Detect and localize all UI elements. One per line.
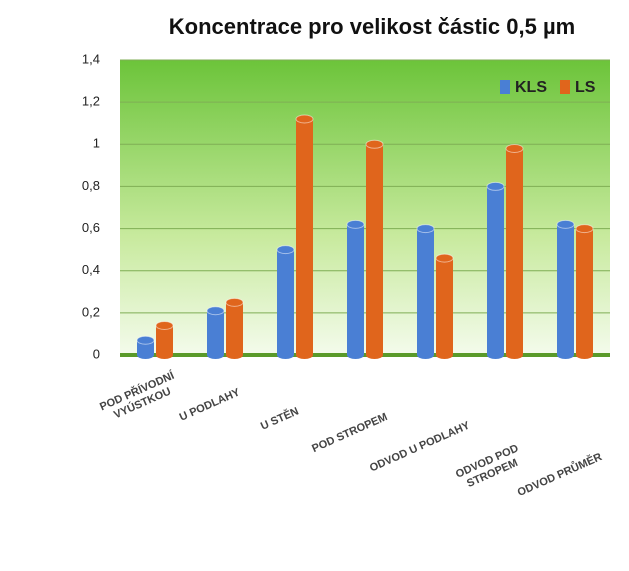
bar-top bbox=[435, 253, 454, 263]
bar-bottom bbox=[226, 351, 243, 359]
bar-top bbox=[575, 224, 594, 234]
bar bbox=[296, 119, 313, 355]
bar bbox=[417, 228, 434, 355]
bar bbox=[156, 325, 173, 355]
y-tick-label: 0,8 bbox=[82, 178, 100, 193]
bar-top bbox=[295, 114, 314, 124]
bar-top bbox=[416, 224, 435, 234]
bar bbox=[366, 144, 383, 355]
bar-top bbox=[206, 306, 225, 316]
y-tick-label: 1,2 bbox=[82, 94, 100, 109]
bar-top bbox=[365, 139, 384, 149]
y-tick-label: 0,6 bbox=[82, 220, 100, 235]
bar bbox=[436, 258, 453, 355]
bar-top bbox=[136, 335, 155, 345]
bar-top bbox=[486, 181, 505, 191]
bar bbox=[207, 310, 224, 355]
bar-bottom bbox=[557, 351, 574, 359]
chart-title: Koncentrace pro velikost částic 0,5 µm bbox=[169, 14, 575, 39]
bar bbox=[487, 186, 504, 355]
bar bbox=[576, 228, 593, 355]
bar-top bbox=[276, 245, 295, 255]
y-tick-label: 0,4 bbox=[82, 262, 100, 277]
legend-label: LS bbox=[575, 79, 596, 96]
y-tick-label: 0 bbox=[93, 346, 100, 361]
y-tick-label: 1,4 bbox=[82, 51, 100, 66]
bar-bottom bbox=[417, 351, 434, 359]
bar-top bbox=[155, 321, 174, 330]
bar bbox=[557, 224, 574, 355]
bar-bottom bbox=[347, 351, 364, 359]
bar-bottom bbox=[436, 351, 453, 359]
bar-bottom bbox=[487, 351, 504, 359]
bar bbox=[226, 302, 243, 355]
bar-top bbox=[505, 144, 524, 153]
bar-bottom bbox=[137, 351, 154, 359]
bar-bottom bbox=[366, 351, 383, 359]
bar bbox=[506, 148, 523, 355]
legend-label: KLS bbox=[515, 79, 547, 96]
bar-top bbox=[556, 219, 575, 229]
y-tick-label: 0,2 bbox=[82, 304, 100, 319]
bar-top bbox=[346, 219, 365, 229]
bar bbox=[277, 249, 294, 355]
legend-swatch bbox=[560, 80, 570, 94]
bar-bottom bbox=[277, 351, 294, 359]
bar-bottom bbox=[207, 351, 224, 359]
plot-background bbox=[120, 60, 610, 355]
bar bbox=[347, 224, 364, 355]
bar-bottom bbox=[506, 351, 523, 359]
bar-bottom bbox=[156, 351, 173, 359]
bar-bottom bbox=[296, 351, 313, 359]
y-tick-label: 1 bbox=[93, 136, 100, 151]
bar-bottom bbox=[576, 351, 593, 359]
legend-swatch bbox=[500, 80, 510, 94]
bar-top bbox=[225, 297, 244, 307]
